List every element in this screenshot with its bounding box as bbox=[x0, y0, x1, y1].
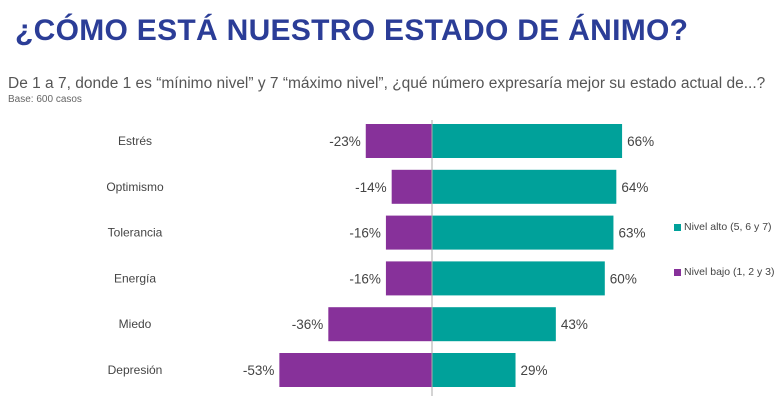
data-label-low: -36% bbox=[292, 317, 324, 332]
legend-item-high: Nivel alto (5, 6 y 7) bbox=[674, 221, 772, 233]
bar-high bbox=[432, 261, 605, 296]
category-label: Depresión bbox=[108, 363, 163, 377]
bar-high bbox=[432, 169, 617, 204]
data-label-low: -53% bbox=[243, 363, 275, 378]
bar-high bbox=[432, 353, 516, 387]
data-label-high: 64% bbox=[621, 180, 648, 195]
page-title: ¿CÓMO ESTÁ NUESTRO ESTADO DE ÁNIMO? bbox=[15, 14, 689, 47]
legend-label-high: Nivel alto (5, 6 y 7) bbox=[684, 221, 772, 233]
data-label-low: -14% bbox=[355, 180, 387, 195]
data-label-high: 63% bbox=[618, 226, 645, 241]
data-label-low: -23% bbox=[329, 134, 361, 149]
bar-high bbox=[432, 215, 614, 250]
bar-low bbox=[279, 353, 432, 387]
category-label: Tolerancia bbox=[108, 226, 163, 240]
legend-label-low: Nivel bajo (1, 2 y 3) bbox=[684, 266, 775, 278]
data-label-low: -16% bbox=[349, 226, 381, 241]
category-label: Miedo bbox=[119, 317, 152, 331]
data-label-high: 43% bbox=[561, 317, 588, 332]
data-label-high: 29% bbox=[521, 363, 548, 378]
base-note: Base: 600 casos bbox=[8, 94, 82, 105]
bar-high bbox=[432, 307, 556, 342]
legend-swatch-low bbox=[674, 268, 681, 276]
category-label: Optimismo bbox=[106, 180, 164, 194]
data-label-high: 66% bbox=[627, 134, 654, 149]
bar-high bbox=[432, 124, 623, 158]
bar-low bbox=[391, 169, 432, 204]
bar-low bbox=[385, 215, 432, 250]
bar-low bbox=[328, 307, 432, 342]
legend-item-low: Nivel bajo (1, 2 y 3) bbox=[674, 266, 774, 278]
category-label: Energía bbox=[114, 271, 156, 285]
data-label-high: 60% bbox=[610, 271, 637, 286]
legend-swatch-high bbox=[674, 223, 681, 231]
question-text: De 1 a 7, donde 1 es “mínimo nivel” y 7 … bbox=[8, 75, 766, 92]
bar-low bbox=[365, 124, 432, 158]
category-label: Estrés bbox=[118, 134, 152, 148]
data-label-low: -16% bbox=[349, 271, 381, 286]
bar-low bbox=[385, 261, 432, 296]
